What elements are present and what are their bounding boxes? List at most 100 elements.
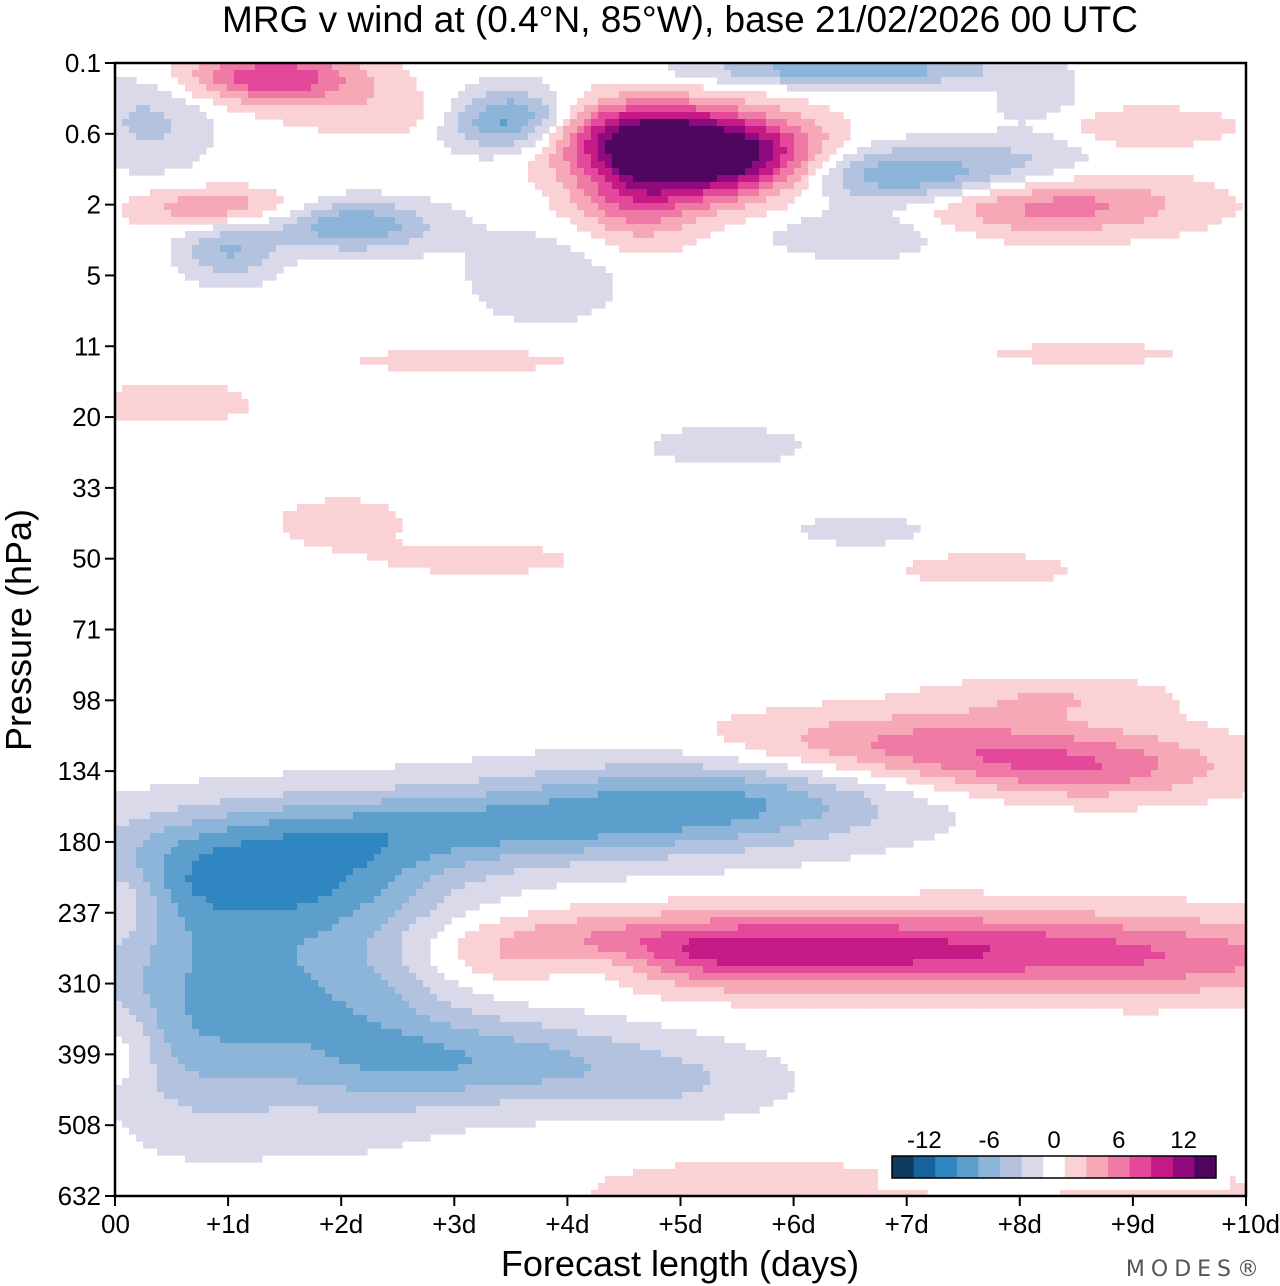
heatmap-cell [486, 364, 494, 372]
heatmap-cell [570, 308, 578, 316]
heatmap-cell [171, 112, 179, 120]
heatmap-cell [878, 735, 886, 743]
heatmap-cell [969, 553, 977, 561]
heatmap-cell [1004, 553, 1012, 561]
heatmap-cell [514, 756, 522, 764]
heatmap-cell [633, 210, 641, 218]
heatmap-cell [647, 217, 655, 225]
heatmap-cell [227, 280, 235, 288]
heatmap-cell [269, 84, 277, 92]
heatmap-cell [1004, 203, 1012, 211]
heatmap-cell [885, 714, 893, 722]
heatmap-cell [1172, 189, 1180, 197]
heatmap-cell [423, 231, 431, 239]
heatmap-cell [472, 91, 480, 99]
heatmap-cell [276, 252, 284, 260]
heatmap-cell [738, 168, 746, 176]
heatmap-cell [1011, 553, 1019, 561]
heatmap-cell [472, 763, 480, 771]
heatmap-cell [948, 161, 956, 169]
heatmap-cell [906, 567, 914, 575]
heatmap-cell [1018, 350, 1026, 358]
heatmap-cell [976, 560, 984, 568]
heatmap-cell [885, 770, 893, 778]
heatmap-cell [1011, 238, 1019, 246]
heatmap-cell [780, 784, 788, 792]
heatmap-cell [857, 245, 865, 253]
heatmap-cell [472, 280, 480, 288]
heatmap-cell [234, 280, 242, 288]
heatmap-cell [521, 294, 529, 302]
heatmap-cell [619, 196, 627, 204]
heatmap-cell [899, 700, 907, 708]
heatmap-cell [899, 770, 907, 778]
heatmap-cell [640, 203, 648, 211]
heatmap-cell [696, 770, 704, 778]
heatmap-cell [633, 147, 641, 155]
heatmap-cell [290, 210, 298, 218]
heatmap-cell [192, 203, 200, 211]
heatmap-cell [1193, 217, 1201, 225]
heatmap-cell [381, 546, 389, 554]
heatmap-cell [241, 196, 249, 204]
heatmap-cell [479, 224, 487, 232]
heatmap-cell [339, 497, 347, 505]
heatmap-cell [1046, 756, 1054, 764]
heatmap-cell [395, 126, 403, 134]
heatmap-cell [276, 784, 284, 792]
heatmap-cell [577, 189, 585, 197]
heatmap-cell [535, 112, 543, 120]
heatmap-cell [1032, 770, 1040, 778]
heatmap-cell [304, 77, 312, 85]
heatmap-cell [857, 518, 865, 526]
heatmap-cell [801, 84, 809, 92]
heatmap-cell [843, 700, 851, 708]
heatmap-cell [913, 707, 921, 715]
heatmap-cell [689, 784, 697, 792]
heatmap-cell [773, 70, 781, 78]
heatmap-cell [633, 133, 641, 141]
heatmap-cell [248, 266, 256, 274]
heatmap-cell [1025, 574, 1033, 582]
heatmap-cell [598, 287, 606, 295]
heatmap-cell [479, 105, 487, 113]
heatmap-cell [311, 245, 319, 253]
heatmap-cell [913, 763, 921, 771]
heatmap-cell [759, 126, 767, 134]
heatmap-cell [542, 189, 550, 197]
heatmap-cell [899, 735, 907, 743]
heatmap-cell [514, 105, 522, 113]
heatmap-cell [759, 770, 767, 778]
heatmap-cell [1060, 70, 1068, 78]
heatmap-cell [1067, 721, 1075, 729]
heatmap-cell [843, 77, 851, 85]
heatmap-cell [346, 126, 354, 134]
heatmap-cell [213, 182, 221, 190]
heatmap-cell [416, 245, 424, 253]
heatmap-cell [409, 546, 417, 554]
heatmap-cell [1053, 749, 1061, 757]
heatmap-cell [913, 777, 921, 785]
heatmap-cell [213, 231, 221, 239]
heatmap-cell [1095, 238, 1103, 246]
heatmap-cell [941, 721, 949, 729]
heatmap-cell [766, 161, 774, 169]
heatmap-cell [864, 147, 872, 155]
heatmap-cell [206, 273, 214, 281]
heatmap-cell [507, 91, 515, 99]
heatmap-cell [612, 749, 620, 757]
heatmap-cell [360, 105, 368, 113]
heatmap-cell [794, 182, 802, 190]
heatmap-cell [703, 105, 711, 113]
heatmap-cell [1004, 133, 1012, 141]
heatmap-cell [703, 756, 711, 764]
heatmap-cell [283, 777, 291, 785]
heatmap-cell [1039, 84, 1047, 92]
heatmap-cell [514, 147, 522, 155]
heatmap-cell [1025, 161, 1033, 169]
heatmap-cell [1039, 147, 1047, 155]
heatmap-cell [626, 217, 634, 225]
heatmap-cell [479, 266, 487, 274]
heatmap-cell [1060, 749, 1068, 757]
heatmap-cell [1046, 238, 1054, 246]
